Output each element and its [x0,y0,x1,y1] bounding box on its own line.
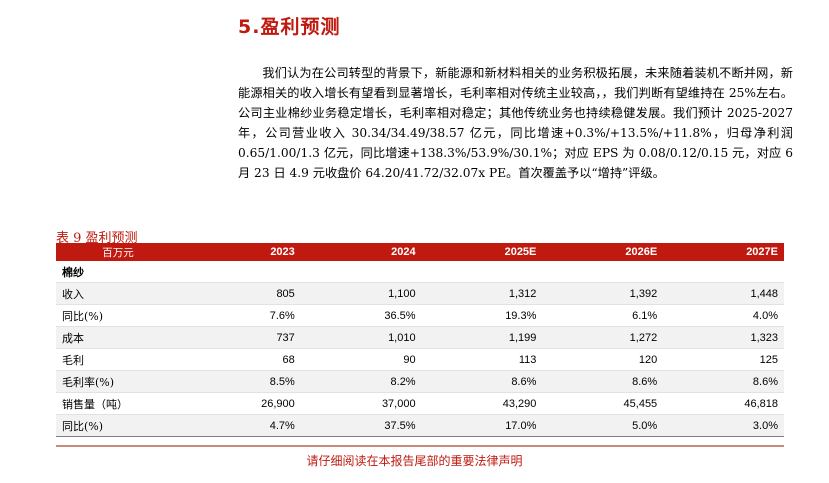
table-cell: 37,000 [300,392,422,415]
row-label: 同比(%) [56,304,180,327]
table-cell: 4.7% [180,414,301,437]
header-cell: 2027E [663,243,784,261]
header-cell: 2023 [180,243,301,261]
table-row: 同比(%) 4.7% 37.5% 17.0% 5.0% 3.0% [56,414,784,437]
table-row: 销售量（吨） 26,900 37,000 43,290 45,455 46,81… [56,392,784,415]
table-cell: 1,100 [300,282,422,305]
table-header-row: 百万元 2023 2024 2025E 2026E 2027E [56,243,784,261]
table-cell: 3.0% [663,414,784,437]
table-row: 同比(%) 7.6% 36.5% 19.3% 6.1% 4.0% [56,304,784,327]
table-row: 毛利率(%) 8.5% 8.2% 8.6% 8.6% 8.6% [56,370,784,393]
table-cell: 17.0% [421,414,543,437]
row-label: 毛利 [56,348,180,371]
table-cell: 8.2% [300,370,422,393]
table-cell: 37.5% [300,414,422,437]
table-row: 成本 737 1,010 1,199 1,272 1,323 [56,326,784,349]
table-cell: 46,818 [663,392,784,415]
table-section-row: 棉纱 [56,261,784,283]
paragraph-text: 我们认为在公司转型的背景下，新能源和新材料相关的业务积极拓展，未来随着装机不断并… [238,66,793,180]
table-cell: 36.5% [300,304,422,327]
table-cell: 5.0% [542,414,664,437]
table-cell: 125 [663,348,784,371]
table-title: 表 9 盈利预测 [56,231,138,246]
table-cell: 6.1% [542,304,664,327]
forecast-paragraph: 我们认为在公司转型的背景下，新能源和新材料相关的业务积极拓展，未来随着装机不断并… [238,63,793,183]
table-cell: 113 [421,348,543,371]
table-cell: 1,272 [542,326,664,349]
table-cell: 19.3% [421,304,543,327]
profit-forecast-table: 百万元 2023 2024 2025E 2026E 2027E 棉纱 收入 80… [56,243,784,437]
row-label: 成本 [56,326,180,349]
table-cell: 45,455 [542,392,664,415]
row-label: 同比(%) [56,414,180,437]
table-row: 收入 805 1,100 1,312 1,392 1,448 [56,282,784,305]
table-row: 毛利 68 90 113 120 125 [56,348,784,371]
header-cell: 2026E [542,243,664,261]
table-cell: 120 [542,348,664,371]
table-cell: 26,900 [180,392,301,415]
table-cell: 8.5% [180,370,301,393]
table-cell: 1,323 [663,326,784,349]
table-cell: 8.6% [542,370,664,393]
table-cell: 1,199 [421,326,543,349]
table-cell: 4.0% [663,304,784,327]
row-label: 收入 [56,282,180,305]
header-cell: 2024 [300,243,422,261]
table-cell: 737 [180,326,301,349]
table-cell: 68 [180,348,301,371]
row-label: 销售量（吨） [56,392,180,415]
table-cell: 1,010 [300,326,422,349]
table-cell: 90 [300,348,422,371]
table-cell: 1,448 [663,282,784,305]
header-cell: 2025E [421,243,543,261]
footer-divider [56,445,784,447]
row-label: 毛利率(%) [56,370,180,393]
section-label: 棉纱 [56,261,180,283]
table-cell: 43,290 [421,392,543,415]
footer-disclaimer: 请仔细阅读在本报告尾部的重要法律声明 [306,454,523,468]
section-title: 5.盈利预测 [238,16,341,38]
table-cell: 1,312 [421,282,543,305]
table-cell: 7.6% [180,304,301,327]
table-cell: 805 [180,282,301,305]
header-cell: 百万元 [56,243,180,261]
table-cell: 8.6% [663,370,784,393]
table-cell: 1,392 [542,282,664,305]
table-cell: 8.6% [421,370,543,393]
